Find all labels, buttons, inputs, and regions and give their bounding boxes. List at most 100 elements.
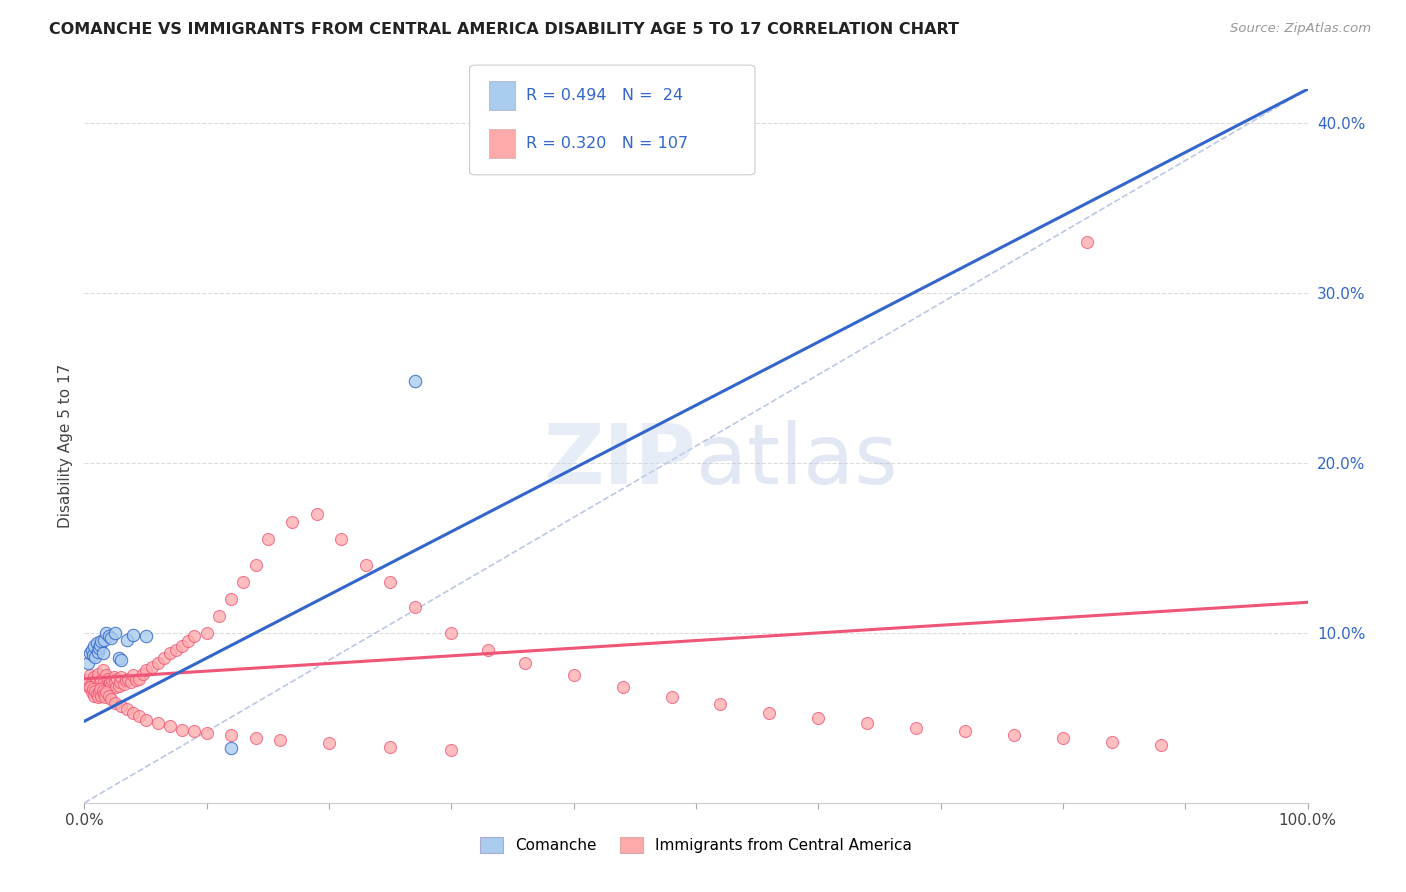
Point [94, 679, 117, 693]
Point [135, 713, 157, 727]
Point [82, 681, 104, 696]
Point [77, 680, 100, 694]
Point [128, 672, 150, 686]
Point [953, 724, 976, 739]
Point [120, 675, 142, 690]
Point [354, 558, 377, 572]
Text: COMANCHE VS IMMIGRANTS FROM CENTRAL AMERICA DISABILITY AGE 5 TO 17 CORRELATION C: COMANCHE VS IMMIGRANTS FROM CENTRAL AMER… [49, 22, 959, 37]
Point [165, 643, 187, 657]
Point [82, 679, 104, 693]
Point [104, 696, 127, 710]
Point [84, 649, 107, 664]
Point [305, 507, 328, 521]
Point [159, 719, 181, 733]
Point [115, 702, 138, 716]
Point [115, 632, 138, 647]
Point [128, 709, 150, 723]
Point [79, 668, 101, 682]
Point [90, 689, 112, 703]
Point [281, 516, 304, 530]
Point [101, 673, 124, 688]
Point [135, 629, 157, 643]
Point [77, 673, 100, 688]
Point [94, 690, 117, 705]
Point [112, 677, 135, 691]
Point [232, 574, 254, 589]
Point [86, 672, 108, 686]
Point [80, 643, 103, 657]
Point [86, 636, 108, 650]
Point [87, 677, 110, 691]
Point [905, 721, 928, 735]
Point [440, 626, 463, 640]
Point [97, 689, 120, 703]
Point [96, 668, 118, 682]
Point [93, 632, 115, 647]
Point [97, 677, 120, 691]
Point [269, 733, 291, 747]
Point [612, 680, 634, 694]
Point [440, 743, 463, 757]
Point [90, 634, 112, 648]
Point [856, 715, 879, 730]
Point [86, 687, 108, 701]
Point [93, 687, 115, 701]
Point [77, 657, 100, 671]
Point [89, 681, 111, 696]
Point [807, 711, 830, 725]
Point [87, 685, 110, 699]
Text: atlas: atlas [696, 420, 897, 500]
Point [104, 626, 127, 640]
Point [257, 533, 280, 547]
Point [513, 657, 536, 671]
Y-axis label: Disability Age 5 to 17: Disability Age 5 to 17 [58, 364, 73, 528]
Point [110, 698, 132, 713]
Point [107, 679, 129, 693]
Point [135, 663, 157, 677]
Point [758, 706, 780, 720]
Point [330, 533, 353, 547]
Point [105, 680, 128, 694]
Point [245, 558, 267, 572]
Point [100, 692, 122, 706]
Point [172, 723, 194, 737]
Text: ZIP: ZIP [544, 420, 696, 500]
Point [107, 651, 129, 665]
Point [104, 675, 127, 690]
Point [183, 629, 205, 643]
Point [93, 675, 115, 690]
Point [208, 608, 231, 623]
Point [91, 646, 114, 660]
Point [98, 675, 121, 690]
Point [477, 643, 499, 657]
Point [380, 739, 402, 754]
Point [84, 683, 107, 698]
Point [177, 634, 200, 648]
Point [183, 724, 205, 739]
Point [1101, 734, 1123, 748]
Point [122, 668, 145, 682]
Text: R = 0.494   N =  24: R = 0.494 N = 24 [526, 88, 683, 103]
Point [80, 685, 103, 699]
Point [84, 677, 107, 691]
Point [82, 648, 104, 662]
Point [100, 679, 122, 693]
Point [709, 698, 731, 712]
Point [89, 638, 111, 652]
Point [87, 641, 110, 656]
Point [195, 626, 218, 640]
Point [90, 673, 112, 688]
Point [97, 629, 120, 643]
Point [91, 683, 114, 698]
Point [125, 673, 148, 688]
Point [83, 640, 105, 654]
Point [141, 660, 163, 674]
Point [79, 680, 101, 694]
Point [96, 626, 118, 640]
Point [105, 672, 128, 686]
Point [110, 670, 132, 684]
Point [87, 666, 110, 681]
Point [195, 726, 218, 740]
Point [132, 666, 155, 681]
Point [1076, 235, 1098, 249]
